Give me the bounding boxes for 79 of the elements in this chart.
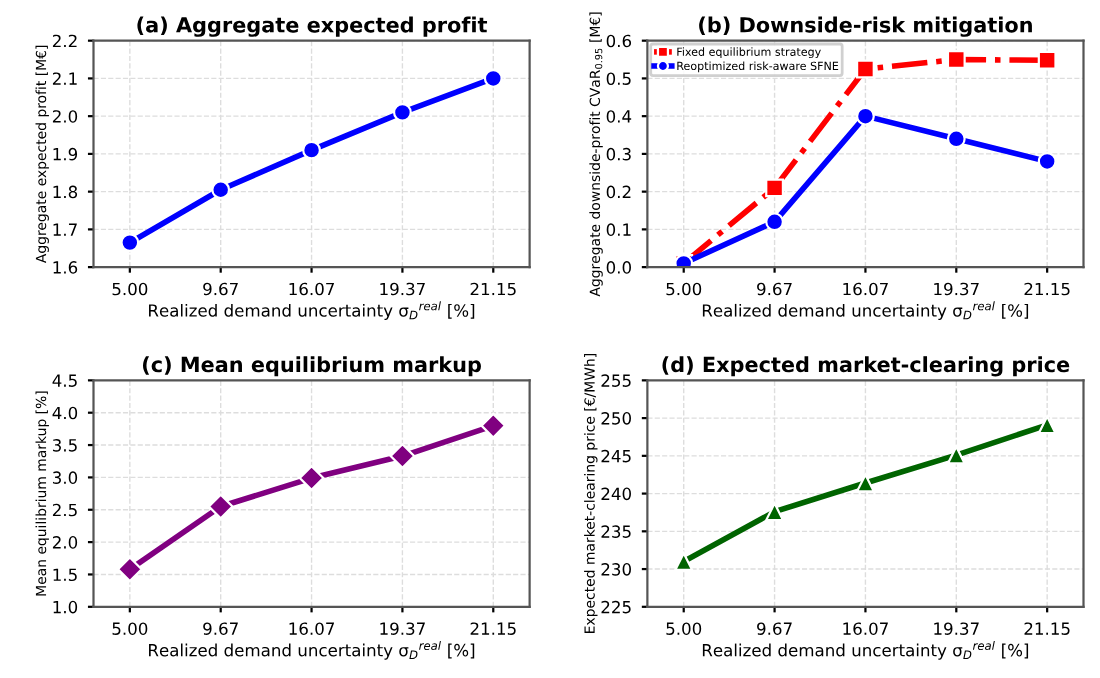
x-tick-label: 5.00	[666, 622, 702, 635]
point	[856, 106, 875, 126]
y-tick-label: 4.5	[52, 374, 77, 387]
x-tick-label: 21.15	[1024, 282, 1070, 296]
x-axis-title: Realized demand uncertainty σ$_{D}$$^{real}$ [%]	[702, 301, 1029, 321]
point	[856, 473, 875, 493]
y-tick-label: 1.9	[53, 147, 78, 161]
y-tick-label: 250	[601, 412, 631, 425]
point	[946, 445, 966, 465]
point	[765, 212, 785, 232]
x-tick-label: 16.07	[289, 622, 334, 635]
x-tick-label: 21.15	[470, 282, 516, 296]
x-axis-title: Realized demand uncertainty σ$_{D}$$^{real}$ [%]	[149, 301, 475, 321]
x-tick-label: 19.37	[934, 282, 979, 296]
y-tick-label: 240	[601, 487, 631, 501]
point	[1037, 50, 1057, 70]
x-tick-label: 19.37	[934, 622, 979, 635]
y-tick-label: 1.7	[53, 223, 77, 236]
chart-title: (d) Expected market-clearing price	[662, 356, 1070, 377]
chart-title: (c) Mean equilibrium markup	[143, 356, 481, 377]
point	[674, 552, 694, 571]
y-tick-label: 0.1	[606, 223, 631, 236]
y-tick-label: 2.0	[52, 536, 78, 549]
x-tick-label: 9.67	[203, 282, 238, 296]
x-axis-title: Realized demand uncertainty σ$_{D}$$^{real}$ [%]	[149, 641, 475, 660]
x-tick-label: 5.00	[666, 282, 702, 296]
y-tick-label: 0.5	[606, 72, 631, 85]
point	[116, 556, 143, 583]
x-tick-label: 5.00	[112, 622, 148, 635]
y-tick-label: 2.1	[52, 72, 77, 85]
y-tick-label: 245	[601, 449, 631, 463]
y-tick-label: 0.0	[606, 261, 631, 274]
point	[298, 465, 325, 491]
y-tick-label: 0.6	[606, 34, 632, 48]
y-tick-label: 225	[601, 600, 631, 614]
point	[946, 129, 966, 149]
chart-title: (b) Downside-risk mitigation	[699, 16, 1032, 37]
point	[856, 59, 875, 79]
y-tick-label: 2.2	[52, 34, 77, 48]
point	[483, 68, 503, 88]
x-axis-title: Realized demand uncertainty σ$_{D}$$^{real}$ [%]	[702, 641, 1029, 660]
x-tick-label: 19.37	[380, 282, 425, 296]
point	[1037, 152, 1057, 171]
point	[120, 233, 140, 253]
point	[392, 102, 412, 122]
y-tick-label: 0.2	[606, 185, 631, 199]
y-tick-label: 3.0	[52, 471, 78, 484]
x-tick-label: 9.67	[757, 282, 792, 296]
point	[389, 443, 416, 469]
y-tick-label: 0.3	[606, 147, 631, 161]
x-tick-label: 9.67	[203, 622, 238, 635]
x-tick-label: 5.00	[112, 282, 148, 296]
chart-title: (a) Aggregate expected profit	[137, 16, 488, 37]
y-tick-label: 2.5	[52, 503, 77, 517]
y-tick-label: 3.5	[52, 439, 77, 452]
y-tick-label: 235	[601, 525, 631, 538]
point	[765, 178, 785, 198]
x-tick-label: 21.15	[1024, 622, 1070, 635]
x-tick-label: 21.15	[470, 622, 516, 635]
point	[1037, 415, 1057, 435]
y-tick-label: 4.0	[52, 406, 78, 420]
point	[480, 412, 507, 439]
y-tick-label: 2.0	[52, 110, 78, 123]
y-tick-label: 1.6	[53, 261, 78, 274]
y-tick-label: 230	[601, 563, 631, 576]
x-tick-label: 9.67	[757, 622, 792, 635]
point	[211, 180, 231, 200]
point	[302, 140, 321, 160]
y-tick-label: 1.5	[53, 568, 77, 582]
x-tick-label: 16.07	[843, 282, 888, 296]
point	[207, 493, 234, 520]
y-tick-label: 1.8	[53, 185, 78, 199]
point	[946, 50, 966, 69]
y-tick-label: 1.0	[53, 600, 78, 614]
x-tick-label: 16.07	[289, 282, 334, 296]
y-tick-label: 255	[601, 374, 631, 387]
x-tick-label: 16.07	[843, 622, 888, 635]
y-tick-label: 0.4	[606, 110, 632, 123]
x-tick-label: 19.37	[380, 622, 425, 635]
